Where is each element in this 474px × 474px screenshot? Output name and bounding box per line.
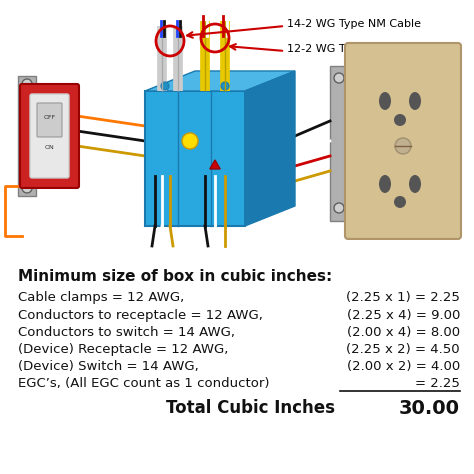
Polygon shape [145,71,295,91]
Circle shape [334,203,344,213]
Circle shape [22,183,32,193]
Text: (2.00 x 2) = 4.00: (2.00 x 2) = 4.00 [347,360,460,373]
FancyBboxPatch shape [345,43,461,239]
Text: Total Cubic Inches: Total Cubic Inches [166,399,335,417]
Text: EGC’s, (All EGC count as 1 conductor): EGC’s, (All EGC count as 1 conductor) [18,377,270,390]
Ellipse shape [409,92,421,110]
Polygon shape [245,71,295,226]
Text: (2.25 x 1) = 2.25: (2.25 x 1) = 2.25 [346,291,460,304]
FancyBboxPatch shape [18,76,36,196]
Circle shape [395,138,411,154]
Circle shape [221,82,229,90]
Circle shape [394,196,406,208]
Text: ON: ON [45,146,55,150]
Text: (Device) Switch = 14 AWG,: (Device) Switch = 14 AWG, [18,360,199,373]
Text: 12-2 WG Type NM Cable: 12-2 WG Type NM Cable [287,44,421,54]
Circle shape [334,73,344,83]
Text: 30.00: 30.00 [399,399,460,418]
Polygon shape [145,71,295,91]
Text: (2.25 x 2) = 4.50: (2.25 x 2) = 4.50 [346,343,460,356]
Text: 14-2 WG Type NM Cable: 14-2 WG Type NM Cable [287,19,421,29]
Text: (2.25 x 4) = 9.00: (2.25 x 4) = 9.00 [346,309,460,322]
Text: (2.00 x 4) = 8.00: (2.00 x 4) = 8.00 [347,326,460,339]
Text: OFF: OFF [44,116,55,120]
Circle shape [394,114,406,126]
FancyBboxPatch shape [145,91,245,226]
FancyBboxPatch shape [20,84,79,188]
Ellipse shape [409,175,421,193]
Text: (Device) Receptacle = 12 AWG,: (Device) Receptacle = 12 AWG, [18,343,228,356]
Text: = 2.25: = 2.25 [415,377,460,390]
Text: Cable clamps = 12 AWG,: Cable clamps = 12 AWG, [18,291,184,304]
Circle shape [22,79,32,89]
Text: Conductors to switch = 14 AWG,: Conductors to switch = 14 AWG, [18,326,235,339]
Circle shape [161,82,169,90]
Text: Conductors to receptacle = 12 AWG,: Conductors to receptacle = 12 AWG, [18,309,263,322]
FancyBboxPatch shape [330,66,348,221]
FancyBboxPatch shape [30,94,69,178]
Ellipse shape [379,92,391,110]
Text: Minimum size of box in cubic inches:: Minimum size of box in cubic inches: [18,269,332,284]
FancyBboxPatch shape [37,103,62,137]
Ellipse shape [379,175,391,193]
Polygon shape [245,71,295,226]
Circle shape [182,133,198,149]
